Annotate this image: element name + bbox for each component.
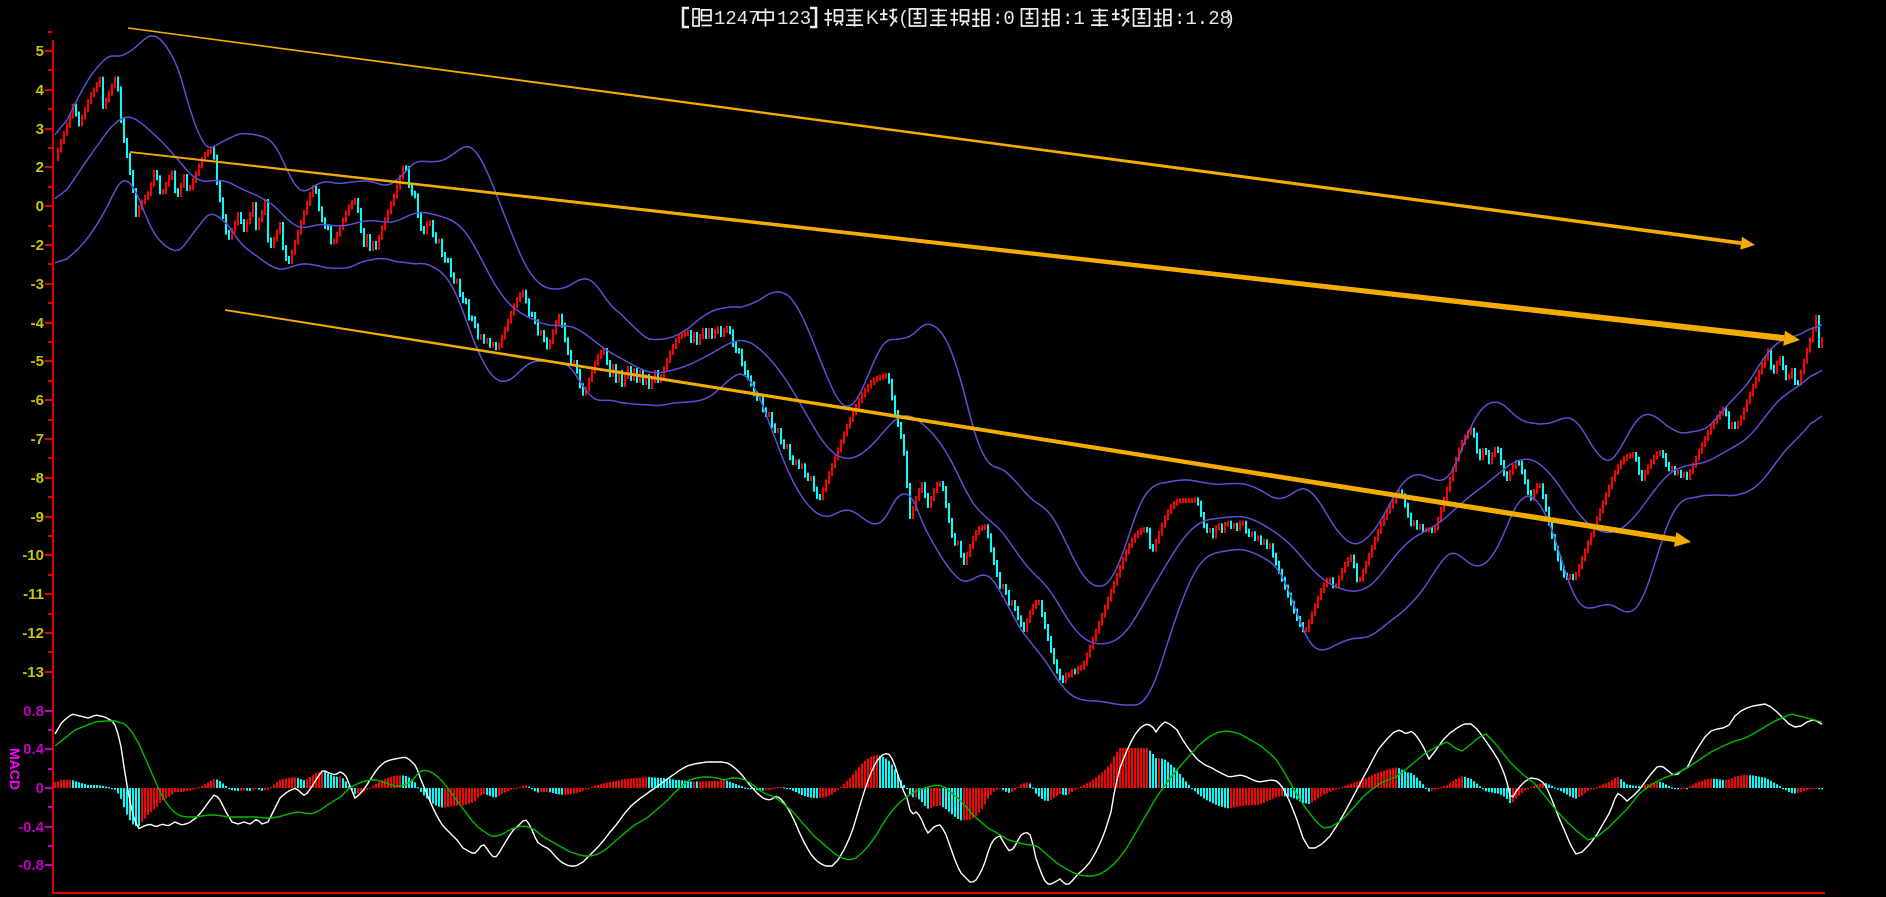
svg-text:): ) <box>1227 8 1233 29</box>
svg-text:1247: 1247 <box>714 8 760 30</box>
svg-text:-7: -7 <box>31 431 44 448</box>
svg-text:-4: -4 <box>31 315 45 332</box>
svg-text:-6: -6 <box>31 392 44 409</box>
svg-text:K: K <box>866 8 879 29</box>
svg-text:-9: -9 <box>31 509 44 526</box>
svg-text::0: :0 <box>992 8 1015 30</box>
svg-text:4: 4 <box>36 82 45 99</box>
svg-text::1: :1 <box>1062 8 1085 30</box>
svg-text:-5: -5 <box>31 353 44 370</box>
svg-text:-3: -3 <box>31 276 44 293</box>
svg-text:2: 2 <box>36 159 44 176</box>
svg-text:-0.8: -0.8 <box>18 857 44 874</box>
svg-text:-11: -11 <box>23 586 44 603</box>
svg-text:0.8: 0.8 <box>23 703 44 720</box>
svg-text:-13: -13 <box>22 664 44 681</box>
svg-text:123: 123 <box>777 8 811 30</box>
svg-text:3: 3 <box>36 121 44 138</box>
svg-text:5: 5 <box>36 43 44 60</box>
svg-text:-2: -2 <box>31 237 44 254</box>
svg-text:-8: -8 <box>31 470 44 487</box>
svg-text:-12: -12 <box>22 625 44 642</box>
svg-text:-10: -10 <box>22 547 44 564</box>
svg-text:0: 0 <box>36 198 44 215</box>
svg-text:MACD: MACD <box>7 748 23 790</box>
svg-text::1.28: :1.28 <box>1174 8 1231 30</box>
svg-text:0: 0 <box>36 780 44 797</box>
svg-text:-0.4: -0.4 <box>18 819 45 836</box>
svg-text:0.4: 0.4 <box>23 741 45 758</box>
svg-text:(: ( <box>900 8 907 29</box>
